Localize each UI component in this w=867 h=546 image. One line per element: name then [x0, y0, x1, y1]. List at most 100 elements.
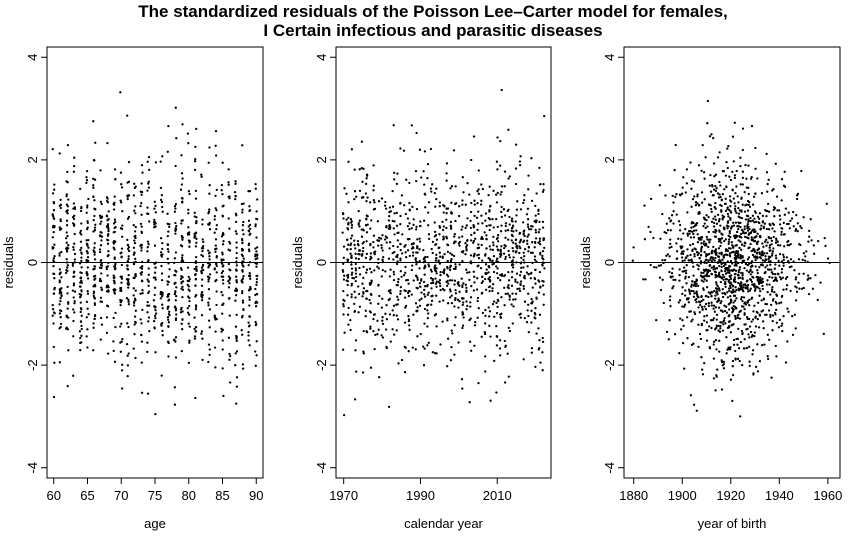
residual-point	[477, 192, 480, 195]
residual-point	[65, 224, 69, 227]
residual-point	[214, 318, 217, 321]
residual-point	[750, 238, 753, 241]
residual-point	[729, 294, 732, 298]
residual-point	[132, 224, 135, 227]
residual-point	[372, 313, 376, 316]
residual-point	[174, 309, 178, 312]
residual-point	[487, 216, 490, 220]
residual-point	[503, 170, 507, 173]
residual-point	[254, 247, 257, 250]
residual-point	[784, 361, 788, 364]
residual-point	[357, 209, 360, 213]
residual-point	[370, 279, 373, 282]
residual-point	[194, 330, 197, 333]
residual-point	[737, 221, 740, 224]
residual-point	[358, 219, 361, 222]
residual-point	[710, 326, 713, 330]
residual-point	[526, 207, 530, 210]
residual-point	[715, 222, 719, 225]
residual-point	[406, 217, 410, 220]
residual-point	[221, 328, 225, 332]
residual-point	[492, 226, 495, 229]
residual-point	[719, 224, 722, 227]
residual-point	[393, 250, 396, 254]
residual-point	[391, 189, 394, 193]
residual-point	[807, 240, 810, 243]
residual-point	[400, 194, 404, 197]
residual-point	[420, 176, 423, 179]
residual-point	[539, 243, 542, 246]
residual-point	[678, 279, 681, 282]
residual-point	[720, 360, 724, 364]
residual-point	[685, 182, 689, 185]
residual-point	[350, 148, 354, 151]
residual-point	[208, 326, 211, 329]
residual-point	[437, 260, 440, 264]
residual-point	[733, 268, 736, 271]
residual-point	[374, 333, 377, 337]
residual-point	[168, 225, 171, 229]
residual-point	[514, 238, 518, 242]
residual-point	[201, 264, 205, 267]
residual-point	[132, 347, 135, 350]
residual-point	[499, 248, 502, 251]
residual-point	[113, 195, 116, 198]
residual-point	[126, 217, 130, 220]
residual-point	[745, 280, 748, 283]
residual-point	[795, 213, 798, 217]
residual-point	[766, 241, 769, 244]
residual-point	[734, 191, 737, 195]
residual-point	[721, 217, 724, 220]
residual-point	[692, 403, 696, 406]
residual-point	[426, 325, 429, 328]
residual-point	[754, 365, 758, 369]
residual-point	[423, 322, 426, 325]
residual-point	[738, 246, 741, 250]
residual-point	[774, 276, 777, 279]
residual-point	[713, 259, 716, 262]
residual-point	[708, 264, 711, 267]
residual-point	[739, 254, 742, 257]
residual-point	[416, 251, 419, 254]
residual-point	[365, 297, 368, 300]
residual-point	[416, 309, 419, 312]
residual-point	[780, 271, 783, 274]
residual-point	[59, 219, 62, 223]
residual-point	[765, 252, 769, 255]
residual-point	[214, 144, 217, 147]
residual-point	[744, 323, 747, 326]
residual-point	[726, 212, 730, 216]
residual-point	[423, 150, 427, 153]
residual-point	[65, 261, 69, 264]
residual-point	[465, 286, 468, 289]
residual-point	[372, 164, 375, 167]
residual-point	[684, 271, 688, 275]
residual-point	[220, 235, 224, 238]
residual-point	[113, 282, 116, 285]
residual-point	[754, 255, 757, 258]
residual-point	[750, 296, 754, 299]
residual-point	[114, 262, 117, 266]
residual-point	[241, 290, 244, 293]
residual-point	[234, 294, 238, 297]
residual-point	[66, 292, 69, 295]
residual-point	[227, 217, 230, 220]
residual-point	[719, 324, 722, 328]
residual-point	[506, 209, 509, 213]
residual-point	[134, 309, 137, 312]
residual-point	[72, 284, 76, 287]
residual-point	[514, 242, 517, 245]
residual-point	[140, 340, 144, 343]
residual-point	[106, 226, 109, 229]
residual-point	[458, 263, 461, 266]
residual-point	[391, 328, 394, 331]
residual-point	[234, 230, 237, 233]
residual-point	[173, 261, 176, 265]
residual-point	[477, 210, 480, 213]
residual-point	[161, 205, 164, 209]
residual-point	[688, 292, 692, 295]
residual-point	[727, 240, 731, 243]
y-tick-label: 2	[602, 156, 617, 163]
residual-point	[180, 222, 183, 225]
residual-point	[426, 162, 430, 166]
